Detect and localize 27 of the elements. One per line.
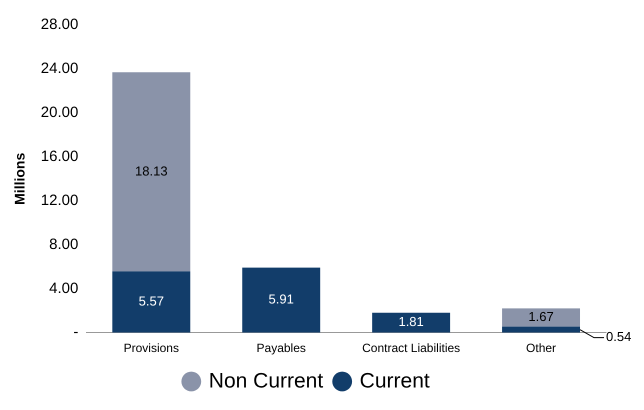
bar [502,308,580,327]
y-tick-label: 12.00 [40,192,78,209]
bar [242,268,320,333]
bar [112,271,190,333]
x-tick-label: Payables [256,341,306,356]
legend-label: Non Current [208,369,324,392]
y-tick-label: - [73,324,78,341]
data-label: 1.67 [528,309,554,324]
y-tick-label: 28.00 [40,16,78,34]
data-label: 1.81 [398,314,424,330]
data-label: 18.13 [135,163,168,178]
x-tick-label: Provisions [124,341,179,356]
bar [372,312,450,333]
data-label: 0.54 [606,329,632,344]
legend-label: Current [360,369,430,392]
data-label: 5.91 [268,292,294,307]
y-tick-label: 24.00 [40,60,78,78]
y-tick-label: 16.00 [40,148,78,165]
data-label: 5.57 [138,294,164,309]
bar [112,72,190,272]
y-tick-label: 8.00 [49,236,78,253]
bar [502,326,580,333]
x-tick-label: Contract Liabilities [362,341,460,356]
y-tick-label: 20.00 [40,104,78,122]
x-tick-label: Other [526,341,556,356]
y-axis-title: Millions [11,152,28,205]
y-tick-label: 4.00 [49,280,78,297]
